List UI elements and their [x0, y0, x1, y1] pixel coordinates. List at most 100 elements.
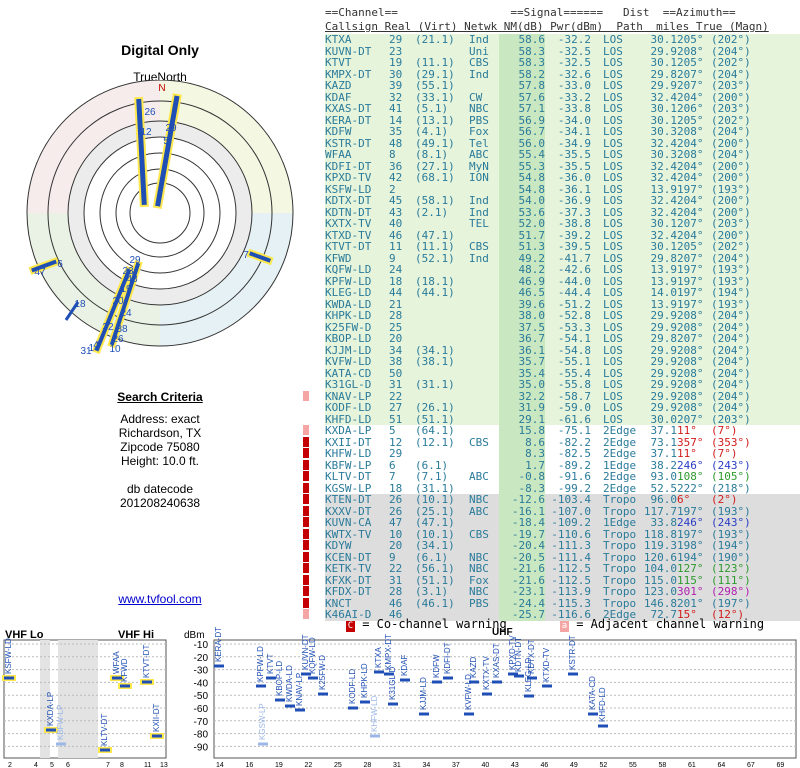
table-cell: 35.0 — [499, 379, 545, 391]
table-cell: 2Edge — [603, 424, 637, 437]
table-cell: (12.1) — [415, 435, 455, 449]
table-cell: -82.5 — [557, 447, 591, 460]
svg-text:29: 29 — [165, 123, 177, 134]
table-cell: -44.4 — [557, 286, 591, 299]
table-row: KDYW 20 (34.1) -20.4 -111.3 Tropo 119.3 198° (19… — [303, 539, 800, 552]
table-cell: KDYW — [325, 539, 352, 552]
table-cell: 29.8 — [650, 251, 678, 265]
table-cell: (64.1) — [415, 424, 455, 437]
table-cell: 38.2 — [650, 458, 678, 472]
channel-tick: 11 — [144, 762, 151, 768]
table-cell: 38 — [389, 355, 403, 368]
svg-text:6: 6 — [57, 259, 63, 270]
table-cell: 8.3 — [499, 448, 545, 460]
table-cell: 31 — [389, 573, 403, 587]
shade — [40, 640, 50, 758]
table-cell: 10 — [389, 527, 403, 541]
table-cell: (47.1) — [415, 228, 455, 242]
table-cell: (51.1) — [415, 412, 455, 426]
adjacent-warning — [303, 425, 309, 435]
channel-tick: 46 — [541, 762, 549, 768]
polar-label: 26 — [144, 107, 156, 118]
table-cell: KPFW-LD — [325, 274, 372, 288]
channel-tick: 49 — [570, 762, 578, 768]
table-cell: 208° — [677, 320, 704, 334]
table-row: KTVT 19 (11.1) CBS 58.3 -32.5 LOS 30.1 205° (202°… — [325, 57, 800, 69]
table-row: KSFW-LD 2 54.8 -36.1 LOS 13.9 197° (193°) — [325, 182, 800, 196]
table-cell: (204°) — [711, 67, 751, 81]
table-cell: Tropo — [603, 493, 637, 506]
db-tick: -80 — [194, 730, 209, 741]
table-cell: Tropo — [603, 573, 637, 587]
table-cell: 48 — [389, 136, 403, 150]
table-cell: Ind — [469, 205, 489, 219]
tvfool-link[interactable]: www.tvfool.com — [118, 592, 202, 606]
table-cell: 35.7 — [499, 356, 545, 368]
table-cell: 205° — [677, 33, 704, 46]
table-cell: 8 — [389, 148, 396, 161]
table-cell: 48.2 — [499, 264, 545, 276]
table-cell: (7°) — [711, 447, 738, 460]
table-cell: 45 — [389, 194, 403, 207]
station-label: KHPK-LD — [360, 663, 369, 698]
table-cell: LOS — [603, 205, 623, 219]
table-cell: (10.1) — [415, 527, 455, 541]
table-cell: KHFW-LD — [325, 447, 372, 460]
db-tick: -50 — [194, 691, 209, 702]
svg-text:47: 47 — [34, 267, 46, 278]
table-cell: KWTX-TV — [325, 527, 372, 541]
table-cell: 2Edge — [603, 608, 637, 621]
table-cell: KFWD — [325, 251, 352, 265]
table-cell: PBS — [469, 596, 489, 610]
channel-tick: 43 — [511, 762, 519, 768]
station-label: KWDA-LD — [285, 665, 294, 702]
table-cell: (197°) — [711, 596, 751, 610]
station-marker — [285, 704, 295, 708]
table-cell: -55.8 — [557, 378, 591, 391]
station-marker — [384, 672, 394, 676]
station-marker — [464, 712, 474, 716]
station-marker — [508, 672, 518, 676]
svg-text:31: 31 — [80, 346, 92, 357]
table-cell: MyN — [469, 159, 489, 173]
table-cell: (31.1) — [415, 378, 455, 391]
station-label: KDTN-DT — [514, 637, 523, 672]
station-label: KQFW-LD — [308, 637, 317, 674]
table-cell: 49.2 — [499, 252, 545, 264]
table-cell: -61.6 — [557, 412, 591, 426]
table-cell: 207° — [677, 217, 704, 230]
criteria-heading: Search Criteria — [117, 390, 203, 404]
table-row: K31GL-D 31 (31.1) 35.0 -55.8 LOS 29.9 208° (204°… — [325, 379, 800, 391]
table-cell: 29.9 — [650, 309, 678, 322]
adjacent-warning — [303, 390, 309, 401]
table-cell: KUVN-CA — [325, 516, 372, 529]
table-cell: 6 — [389, 458, 396, 472]
table-cell: LOS — [603, 240, 623, 253]
table-cell: 2Edge — [603, 470, 637, 483]
table-cell: KJJM-LD — [325, 343, 372, 357]
station-label: KVFW-LD — [464, 674, 473, 710]
table-cell: (7.1) — [415, 470, 449, 483]
table-cell: WFAA — [325, 148, 352, 161]
table-cell: 208° — [677, 343, 704, 357]
channel-tick: 5 — [50, 762, 54, 768]
channel-tick: 13 — [160, 762, 168, 768]
table-cell: PBS — [469, 113, 489, 127]
adjacent-warning — [303, 609, 309, 619]
table-cell: 1Edge — [603, 516, 637, 529]
svg-text:24: 24 — [120, 308, 132, 319]
table-cell: CW — [469, 90, 483, 104]
channel-tick: 61 — [688, 762, 696, 768]
table-cell: (46.1) — [415, 596, 455, 610]
table-cell: 2 — [389, 182, 396, 196]
table-cell: 207° — [677, 412, 704, 426]
channel-tick: 6 — [66, 762, 70, 768]
db-value: 201208240638 — [119, 496, 201, 510]
table-cell: -37.3 — [557, 205, 591, 219]
criteria-zip: Zipcode 75080 — [120, 440, 200, 454]
table-cell: Ind — [469, 194, 489, 207]
adjacent-mark: a — [560, 621, 569, 632]
table-cell: (194°) — [711, 539, 751, 552]
cochannel-warning — [303, 471, 309, 481]
table-cell: -107.0 — [551, 504, 591, 518]
